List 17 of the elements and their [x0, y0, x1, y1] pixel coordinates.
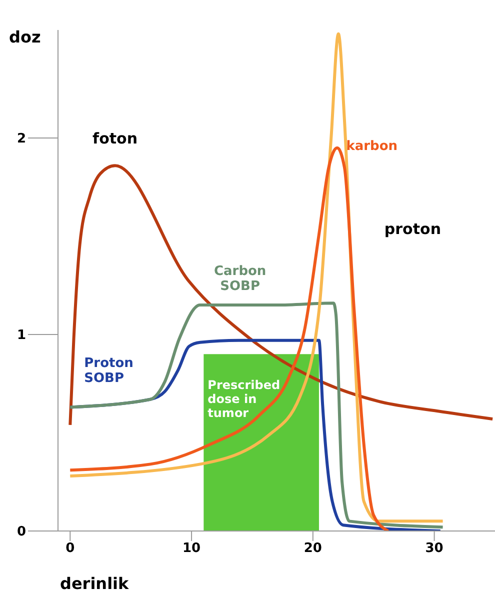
series-label: Proton SOBP	[84, 356, 134, 386]
series-label: foton	[92, 130, 138, 148]
y-axis-title: doz	[9, 27, 41, 46]
y-tick-label: 0	[16, 524, 26, 540]
line-series	[68, 164, 494, 426]
line-series	[68, 302, 444, 529]
x-tick-label: 10	[182, 541, 201, 556]
x-tick-label: 0	[66, 541, 75, 556]
series-label: karbon	[346, 138, 398, 154]
text: proton	[384, 220, 442, 238]
series-label: Prescribed dose in tumor	[208, 378, 280, 420]
series-label: Carbon SOBP	[214, 264, 266, 294]
y-tick-label: 1	[16, 328, 26, 344]
x-axis-title: derinlik	[60, 574, 130, 593]
y-tick-label: 2	[16, 132, 26, 147]
x-tick-label: 30	[425, 541, 444, 556]
x-tick-label: 20	[304, 541, 322, 556]
